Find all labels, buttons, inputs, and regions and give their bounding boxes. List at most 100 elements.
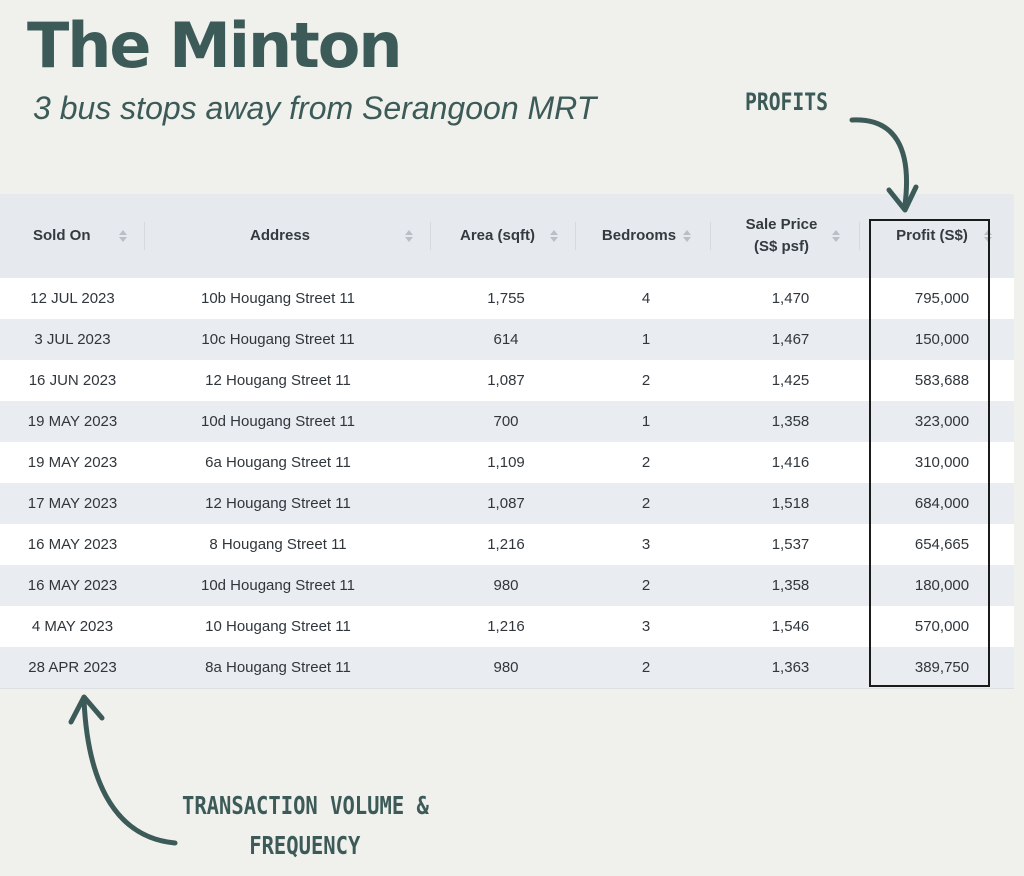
column-header-label: Bedrooms [601, 227, 677, 244]
arrow-profits-stroke [849, 117, 909, 208]
transactions-table-container: Sold On Address Area (sqft) Bedrooms [0, 194, 1014, 689]
cell-bedrooms: 2 [641, 659, 651, 676]
cell-sold-on: 19 MAY 2023 [27, 413, 118, 430]
transactions-table: Sold On Address Area (sqft) Bedrooms [0, 194, 1014, 688]
table-row[interactable]: 16 JUN 2023 12 Hougang Street 11 1,087 2… [0, 360, 1014, 401]
cell-area: 1,087 [487, 495, 525, 512]
cell-sold-on: 4 MAY 2023 [31, 618, 114, 635]
cell-bedrooms: 1 [641, 331, 651, 348]
cell-sale-price: 1,363 [771, 659, 810, 676]
cell-area: 700 [493, 413, 519, 430]
cell-sold-on: 12 JUL 2023 [30, 290, 115, 307]
cell-area: 980 [493, 659, 519, 676]
sort-icon[interactable] [550, 230, 558, 242]
cell-bedrooms: 1 [641, 413, 651, 430]
table-row[interactable]: 4 MAY 2023 10 Hougang Street 11 1,216 3 … [0, 606, 1014, 647]
cell-bedrooms: 4 [641, 290, 651, 307]
cell-sale-price: 1,358 [771, 577, 810, 594]
column-divider [144, 222, 145, 250]
cell-area: 1,216 [487, 536, 525, 553]
cell-bedrooms: 2 [641, 577, 651, 594]
table-row[interactable]: 16 MAY 2023 8 Hougang Street 11 1,216 3 … [0, 524, 1014, 565]
cell-sale-price: 1,546 [771, 618, 810, 635]
cell-area: 1,087 [487, 372, 525, 389]
cell-profit: 180,000 [914, 577, 970, 594]
cell-address: 6a Hougang Street 11 [205, 454, 351, 471]
cell-bedrooms: 3 [641, 618, 651, 635]
cell-address: 10c Hougang Street 11 [201, 331, 355, 348]
cell-sold-on: 16 MAY 2023 [27, 536, 118, 553]
cell-sale-price: 1,416 [771, 454, 810, 471]
cell-profit: 150,000 [914, 331, 970, 348]
table-row[interactable]: 17 MAY 2023 12 Hougang Street 11 1,087 2… [0, 483, 1014, 524]
table-row[interactable]: 16 MAY 2023 10d Hougang Street 11 980 2 … [0, 565, 1014, 606]
cell-profit: 323,000 [914, 413, 970, 430]
page-subtitle: 3 bus stops away from Serangoon MRT [33, 90, 597, 126]
table-row[interactable]: 12 JUL 2023 10b Hougang Street 11 1,755 … [0, 278, 1014, 319]
cell-address: 8 Hougang Street 11 [209, 536, 347, 553]
profits-callout: PROFITS [745, 88, 828, 116]
column-header-label: (S$ psf) [753, 238, 809, 255]
cell-bedrooms: 3 [641, 536, 651, 553]
column-divider [710, 222, 711, 250]
sort-icon[interactable] [683, 230, 691, 242]
column-divider [430, 222, 431, 250]
column-header-area[interactable]: Area (sqft) [431, 194, 576, 278]
cell-profit: 583,688 [914, 372, 970, 389]
cell-sale-price: 1,425 [771, 372, 810, 389]
cell-area: 1,109 [487, 454, 525, 471]
page-title: The Minton [27, 9, 403, 82]
cell-area: 1,755 [487, 290, 525, 307]
cell-bedrooms: 2 [641, 372, 651, 389]
sort-icon[interactable] [984, 230, 992, 242]
cell-address: 10 Hougang Street 11 [205, 618, 351, 635]
cell-sold-on: 3 JUL 2023 [34, 331, 111, 348]
volume-callout: TRANSACTION VOLUME & FREQUENCY [182, 786, 429, 866]
table-row[interactable]: 19 MAY 2023 10d Hougang Street 11 700 1 … [0, 401, 1014, 442]
cell-profit: 795,000 [914, 290, 970, 307]
column-header-label: Sale Price [745, 216, 818, 233]
volume-callout-line2: FREQUENCY [249, 831, 361, 860]
cell-profit: 684,000 [914, 495, 970, 512]
cell-address: 10d Hougang Street 11 [200, 413, 355, 430]
column-header-label: Profit (S$) [896, 227, 968, 244]
column-header-sale-price[interactable]: Sale Price (S$ psf) [711, 194, 860, 278]
column-header-label: Address [249, 227, 311, 244]
cell-bedrooms: 2 [641, 495, 651, 512]
cell-sold-on: 28 APR 2023 [28, 659, 117, 676]
cell-profit: 310,000 [914, 454, 970, 471]
cell-sold-on: 16 MAY 2023 [27, 577, 118, 594]
cell-sale-price: 1,358 [771, 413, 810, 430]
volume-callout-line1: TRANSACTION VOLUME & [182, 791, 429, 820]
cell-address: 10d Hougang Street 11 [200, 577, 355, 594]
column-header-bedrooms[interactable]: Bedrooms [576, 194, 711, 278]
cell-area: 1,216 [487, 618, 525, 635]
column-header-sold-on[interactable]: Sold On [0, 194, 145, 278]
arrow-volume-head [68, 694, 105, 725]
cell-sold-on: 17 MAY 2023 [27, 495, 118, 512]
arrow-volume-stroke [81, 697, 178, 846]
cell-profit: 570,000 [914, 618, 970, 635]
table-row[interactable]: 28 APR 2023 8a Hougang Street 11 980 2 1… [0, 647, 1014, 688]
sort-icon[interactable] [832, 230, 840, 242]
cell-profit: 654,665 [914, 536, 970, 553]
cell-area: 980 [493, 577, 519, 594]
column-header-profit[interactable]: Profit (S$) [860, 194, 1014, 278]
cell-sale-price: 1,537 [771, 536, 810, 553]
sort-icon[interactable] [405, 230, 413, 242]
column-header-label: Sold On [33, 227, 91, 244]
cell-sold-on: 16 JUN 2023 [28, 372, 117, 389]
table-row[interactable]: 19 MAY 2023 6a Hougang Street 11 1,109 2… [0, 442, 1014, 483]
column-header-address[interactable]: Address [145, 194, 431, 278]
cell-address: 10b Hougang Street 11 [200, 290, 355, 307]
table-row[interactable]: 3 JUL 2023 10c Hougang Street 11 614 1 1… [0, 319, 1014, 360]
column-divider [859, 222, 860, 250]
cell-sale-price: 1,518 [771, 495, 810, 512]
cell-area: 614 [493, 331, 519, 348]
column-divider [575, 222, 576, 250]
sort-icon[interactable] [119, 230, 127, 242]
cell-profit: 389,750 [914, 659, 970, 676]
cell-address: 8a Hougang Street 11 [205, 659, 351, 676]
cell-sale-price: 1,470 [771, 290, 810, 307]
column-header-label: Area (sqft) [459, 227, 535, 244]
